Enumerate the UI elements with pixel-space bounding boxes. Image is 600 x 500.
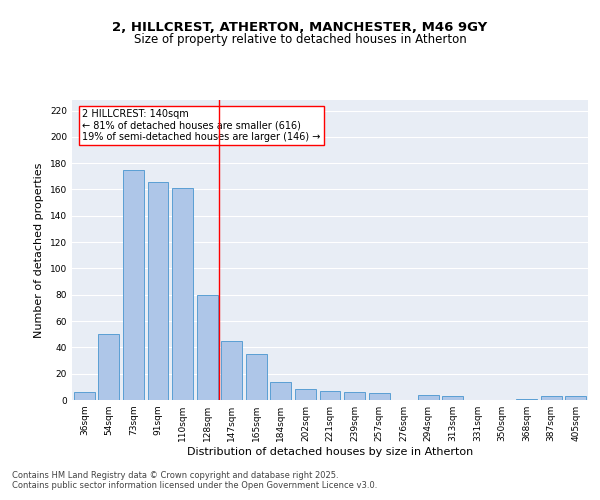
- Bar: [320, 391, 340, 400]
- Text: Size of property relative to detached houses in Atherton: Size of property relative to detached ho…: [134, 34, 466, 46]
- Bar: [148, 182, 169, 400]
- X-axis label: Distribution of detached houses by size in Atherton: Distribution of detached houses by size …: [187, 447, 473, 457]
- Bar: [123, 170, 144, 400]
- Text: 2, HILLCREST, ATHERTON, MANCHESTER, M46 9GY: 2, HILLCREST, ATHERTON, MANCHESTER, M46 …: [112, 21, 488, 34]
- Bar: [368, 394, 389, 400]
- Y-axis label: Number of detached properties: Number of detached properties: [34, 162, 44, 338]
- Bar: [295, 390, 316, 400]
- Bar: [197, 294, 218, 400]
- Bar: [246, 354, 267, 400]
- Bar: [221, 341, 242, 400]
- Bar: [74, 392, 95, 400]
- Text: 2 HILLCREST: 140sqm
← 81% of detached houses are smaller (616)
19% of semi-detac: 2 HILLCREST: 140sqm ← 81% of detached ho…: [82, 109, 320, 142]
- Bar: [442, 396, 463, 400]
- Bar: [98, 334, 119, 400]
- Bar: [565, 396, 586, 400]
- Bar: [271, 382, 292, 400]
- Text: Contains HM Land Registry data © Crown copyright and database right 2025.
Contai: Contains HM Land Registry data © Crown c…: [12, 470, 377, 490]
- Bar: [172, 188, 193, 400]
- Bar: [418, 394, 439, 400]
- Bar: [541, 396, 562, 400]
- Bar: [344, 392, 365, 400]
- Bar: [516, 398, 537, 400]
